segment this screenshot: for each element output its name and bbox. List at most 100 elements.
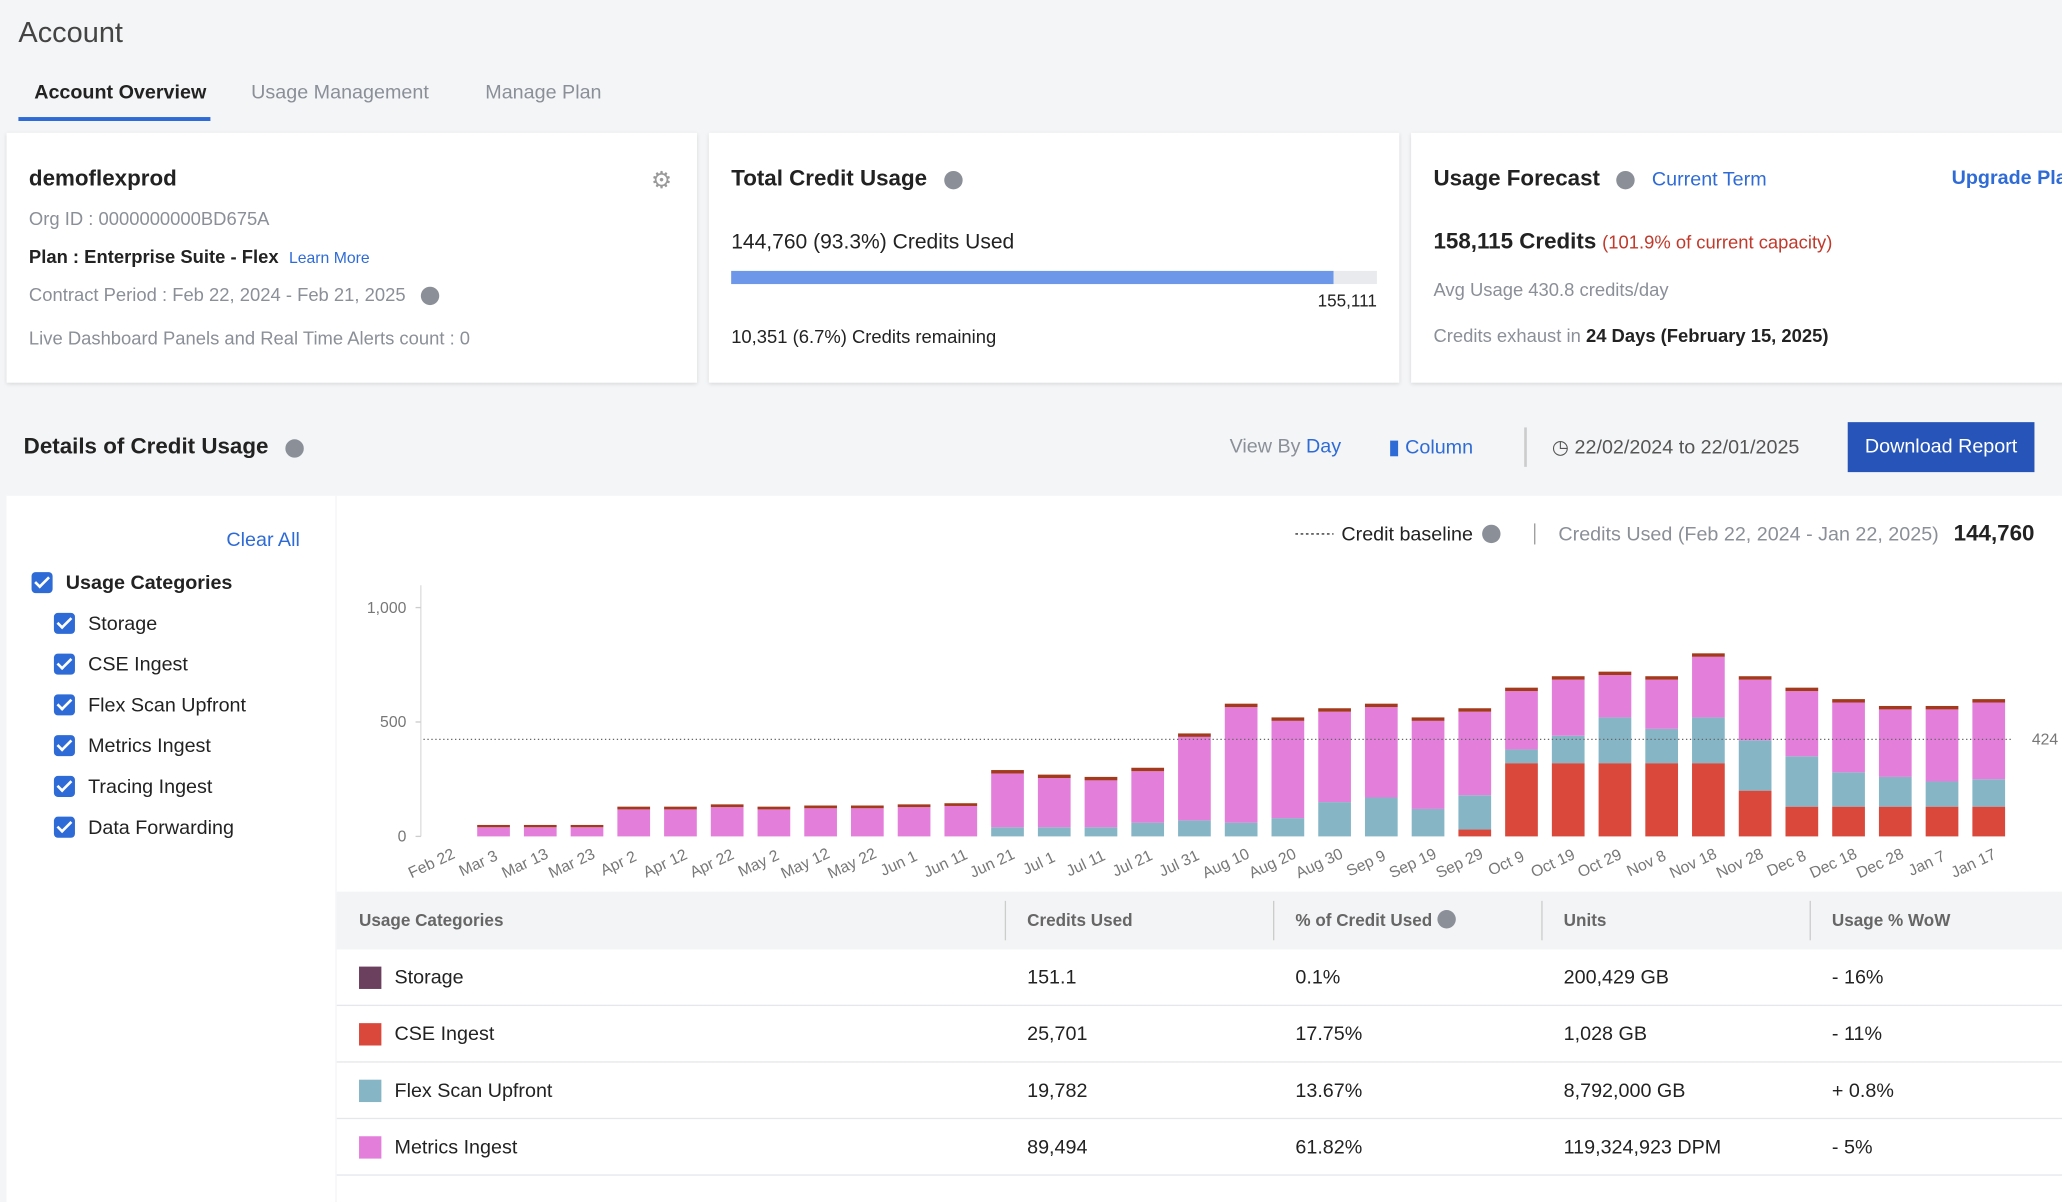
x-tick-label: Nov 8 (1624, 847, 1669, 880)
legend-label: Credit baseline (1341, 524, 1473, 546)
bar-segment (1412, 809, 1445, 836)
x-tick-label: May 12 (779, 845, 833, 882)
column-header: % of Credit Used (1295, 910, 1432, 930)
x-tick-label: Aug 30 (1293, 846, 1346, 883)
bar-segment (1599, 672, 1632, 675)
bar-segment (664, 807, 697, 810)
bar-segment (524, 827, 557, 836)
bar-segment (1085, 777, 1118, 780)
bar-segment (1178, 733, 1211, 736)
bar-segment (1038, 827, 1071, 836)
x-tick-label: Jul 31 (1157, 847, 1202, 880)
x-tick-label: Sep 29 (1433, 846, 1486, 883)
bar-segment (1645, 763, 1678, 836)
bar-segment (524, 825, 557, 827)
bar-segment (1505, 749, 1538, 763)
bar-segment (477, 825, 510, 827)
x-tick-label: Jul 1 (1021, 849, 1058, 878)
x-tick-label: Jan 17 (1949, 846, 1999, 881)
swatch (359, 967, 381, 989)
table-cell: - 16% (1832, 967, 1884, 989)
bar-segment (1318, 712, 1351, 802)
bar-segment (1739, 791, 1772, 837)
bar-segment (1131, 768, 1164, 771)
bar-segment (1832, 772, 1865, 806)
bar-segment (1412, 721, 1445, 809)
bar-segment (571, 827, 604, 836)
y-tick-label: 500 (380, 714, 407, 731)
y-tick-label: 1,000 (367, 600, 407, 617)
bar-segment (1505, 691, 1538, 749)
x-tick-label: Sep 19 (1387, 846, 1440, 883)
bar-segment (1692, 763, 1725, 836)
bar-segment (1832, 703, 1865, 773)
bar-segment (1552, 676, 1585, 679)
table-cell: 61.82% (1295, 1136, 1362, 1158)
bar-segment (1972, 703, 2005, 780)
column-divider (1273, 901, 1274, 940)
x-tick-label: May 22 (825, 845, 879, 882)
bar-segment (1692, 657, 1725, 718)
column-header: Credits Used (1027, 910, 1132, 930)
table-cell: - 5% (1832, 1136, 1873, 1158)
x-tick-label: Apr 2 (598, 848, 639, 879)
bar-segment (851, 806, 884, 809)
x-tick-label: Oct 29 (1575, 846, 1624, 881)
bar-segment (1365, 798, 1398, 837)
bar-segment (1365, 707, 1398, 797)
bar-segment (711, 807, 744, 836)
bar-segment (1599, 717, 1632, 763)
bar-segment (944, 806, 977, 836)
bar-segment (1038, 775, 1071, 778)
bar-segment (991, 773, 1024, 827)
x-tick-label: Jun 11 (921, 846, 970, 881)
x-tick-label: Jun 21 (967, 846, 1017, 881)
table-cell: 0.1% (1295, 967, 1340, 989)
bar-segment (1599, 763, 1632, 836)
bar-segment (1926, 807, 1959, 837)
x-tick-label: Dec 8 (1765, 847, 1810, 880)
bar-segment (898, 807, 931, 836)
bar-segment (1085, 780, 1118, 827)
bar-segment (1692, 717, 1725, 763)
x-tick-label: Sep 9 (1344, 847, 1389, 880)
x-tick-label: Feb 22 (406, 846, 458, 882)
bar-segment (1645, 680, 1678, 729)
bar-segment (1458, 830, 1491, 837)
bar-segment (1879, 777, 1912, 807)
table-cell: - 11% (1832, 1023, 1882, 1045)
credits-used-label: Credits Used (Feb 22, 2024 - Jan 22, 202… (1558, 524, 1938, 546)
x-tick-label: Dec 18 (1807, 846, 1860, 883)
x-tick-label: Mar 23 (546, 846, 598, 882)
column-header: Usage % WoW (1832, 910, 1950, 930)
column-divider (1541, 901, 1542, 940)
x-tick-label: Jul 11 (1064, 848, 1108, 881)
bar-segment (1832, 807, 1865, 837)
bar-segment (711, 804, 744, 807)
bar-segment (1832, 699, 1865, 702)
x-tick-label: Aug 10 (1200, 846, 1253, 883)
bar-segment (1552, 763, 1585, 836)
bar-segment (1926, 706, 1959, 709)
bar-segment (1318, 708, 1351, 711)
table-cell: Storage (395, 967, 464, 989)
bar-segment (1038, 778, 1071, 827)
bar-segment (1879, 706, 1912, 709)
bar-segment (571, 825, 604, 827)
bar-segment (1272, 818, 1305, 836)
bar-segment (1879, 709, 1912, 777)
bar-segment (1365, 704, 1398, 707)
x-tick-label: Jan 7 (1906, 848, 1948, 880)
table-row (337, 950, 2062, 1007)
info-icon (1482, 525, 1500, 543)
bar-segment (1785, 691, 1818, 756)
swatch (359, 1023, 381, 1045)
bar-segment (851, 808, 884, 836)
bar-segment (758, 809, 791, 836)
bar-segment (1926, 709, 1959, 781)
table-cell: + 0.8% (1832, 1080, 1894, 1102)
table-row (337, 1063, 2062, 1120)
bar-segment (1972, 699, 2005, 702)
bar-segment (1131, 823, 1164, 837)
